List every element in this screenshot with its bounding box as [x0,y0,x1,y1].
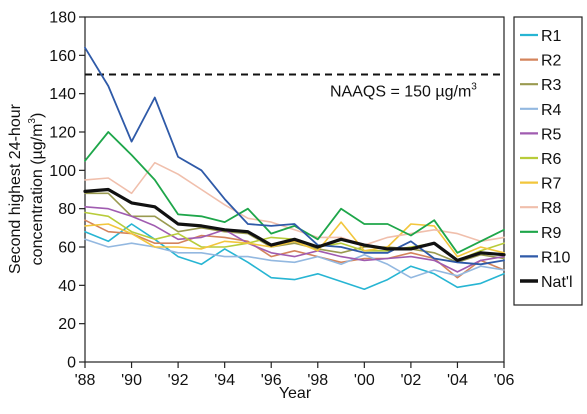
y-axis-label-line1: Second highest 24-hour [7,103,24,274]
naaqs-label-text: NAAQS = 150 µg/m [330,84,471,101]
series-line-r7 [84,221,505,258]
legend-label-r10: R10 [541,249,570,266]
y-tick-label: 0 [67,355,76,372]
y-tick-label: 40 [58,278,76,295]
y-axis-label-superscript: 3 [27,118,38,124]
y-axis: 0 20 40 60 80 100 120 140 160 180 [49,10,85,372]
legend-label-r8: R8 [541,200,562,217]
series-lines [83,46,506,291]
x-axis: '88 '90 '92 '94 '96 '98 '00 '02 '04 '06 [75,362,515,389]
naaqs-label-superscript: 3 [471,82,477,93]
naaqs-reference: NAAQS = 150 µg/m3 [85,73,504,101]
naaqs-label: NAAQS = 150 µg/m3 [330,82,477,101]
x-tick-label: '96 [261,372,282,389]
series-line-nat-l [83,187,506,262]
legend-label-r1: R1 [541,28,562,45]
y-tick-label: 60 [58,240,76,257]
series-line-r3 [84,192,505,264]
x-tick-label: '00 [354,372,375,389]
x-tick-label: '02 [400,372,421,389]
series-line-r8 [84,161,505,246]
legend: R1 R2 R3 R4 R5 R6 R7 R8 R9 R10 Nat'l [513,16,583,306]
legend-label-r4: R4 [541,102,562,119]
legend-label-r3: R3 [541,77,562,94]
x-tick-label: '88 [75,372,96,389]
legend-label-r5: R5 [541,126,562,143]
y-axis-label-close: ) [29,113,46,118]
x-tick-label: '94 [214,372,235,389]
x-tick-label: '92 [168,372,189,389]
legend-label-r2: R2 [541,53,562,70]
legend-label-r6: R6 [541,151,562,168]
x-tick-label: '98 [307,372,328,389]
series-line-r5 [84,206,505,273]
x-tick-label: '04 [447,372,468,389]
series-line-r9 [84,131,505,254]
legend-label-r7: R7 [541,176,562,193]
y-tick-label: 100 [49,163,76,180]
y-axis-label: Second highest 24-hour [7,103,24,274]
y-tick-label: 160 [49,48,76,65]
y-tick-label: 180 [49,10,76,27]
y-axis-label-line2: concentration (µg/m [29,124,46,266]
series-line-r10 [84,46,505,266]
legend-label-nat-l: Nat'l [541,274,573,291]
legend-label-r9: R9 [541,225,562,242]
x-tick-label: '90 [121,372,142,389]
y-axis-label-second: concentration (µg/m3) [27,113,46,266]
plot-area [84,16,505,363]
x-axis-label: Year [279,385,312,402]
y-tick-label: 120 [49,125,76,142]
y-tick-label: 80 [58,201,76,218]
x-tick-label: '06 [494,372,515,389]
y-tick-label: 140 [49,86,76,103]
y-tick-label: 20 [58,316,76,333]
